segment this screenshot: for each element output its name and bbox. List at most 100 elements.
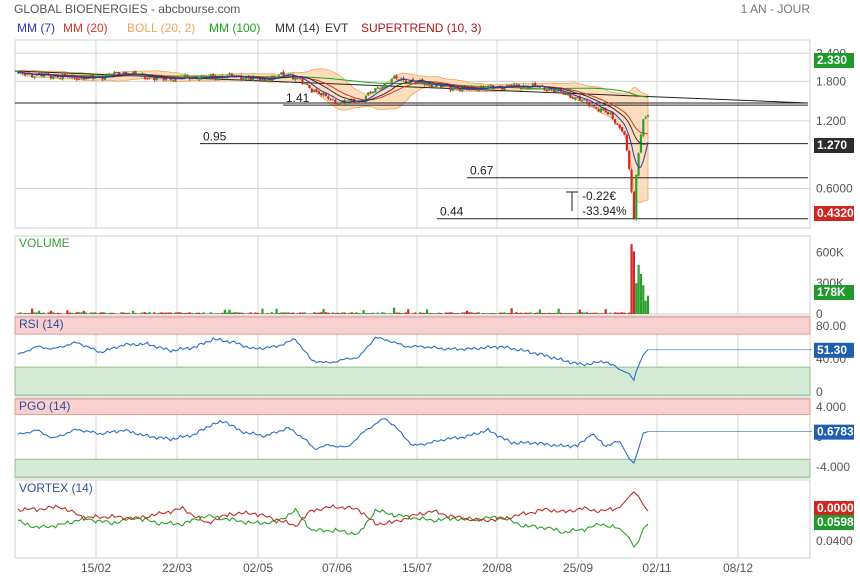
volume-bar bbox=[28, 312, 31, 314]
volume-bar bbox=[235, 312, 238, 314]
volume-bar bbox=[68, 312, 71, 314]
volume-bar bbox=[428, 312, 431, 314]
volume-bar bbox=[468, 312, 471, 314]
candle-body bbox=[242, 78, 245, 81]
volume-bar bbox=[202, 312, 205, 314]
volume-bar bbox=[301, 312, 304, 314]
candle-body bbox=[416, 81, 419, 83]
volume-bar bbox=[585, 312, 588, 314]
candle-body bbox=[545, 89, 549, 92]
candle-body bbox=[263, 78, 266, 81]
volume-bar bbox=[432, 313, 436, 314]
volume-bar bbox=[214, 313, 217, 314]
candle-body bbox=[548, 89, 551, 91]
candle-body bbox=[390, 78, 393, 85]
volume-bar bbox=[174, 312, 177, 314]
vortex-badge-minus: 0.0000 bbox=[817, 501, 854, 515]
volume-bar bbox=[632, 251, 635, 314]
volume-bar bbox=[421, 312, 424, 314]
volume-bar bbox=[522, 313, 525, 314]
volume-bar bbox=[277, 312, 281, 314]
candle-body bbox=[595, 106, 598, 109]
volume-bar bbox=[157, 312, 161, 314]
candle-body bbox=[143, 74, 147, 79]
candle-body bbox=[28, 73, 31, 75]
candle-body bbox=[75, 77, 78, 80]
candle-body bbox=[331, 99, 335, 101]
volume-bar bbox=[146, 312, 149, 314]
volume-bar bbox=[559, 312, 563, 314]
price-badge-2: 0.4320 bbox=[817, 206, 854, 220]
volume-bar bbox=[388, 313, 391, 314]
rsi-badge: 51.30 bbox=[817, 343, 847, 357]
candle-body bbox=[451, 87, 454, 91]
volume-bar bbox=[357, 313, 360, 314]
volume-bar bbox=[609, 312, 612, 314]
candle-body bbox=[515, 84, 518, 86]
candle-body bbox=[56, 75, 60, 78]
volume-bar bbox=[508, 312, 511, 314]
volume-bar bbox=[527, 312, 530, 314]
volume-bar bbox=[404, 312, 407, 314]
volume-bar bbox=[108, 312, 111, 314]
vortex-title: VORTEX (14) bbox=[19, 481, 93, 495]
volume-bar bbox=[193, 313, 196, 314]
volume-bar bbox=[470, 312, 473, 314]
candle-body bbox=[329, 99, 332, 101]
candle-body bbox=[592, 105, 596, 107]
volume-bar bbox=[487, 313, 490, 314]
volume-bar bbox=[92, 312, 95, 314]
volume-bar bbox=[294, 313, 297, 314]
volume-bar bbox=[625, 313, 628, 314]
volume-bar bbox=[639, 273, 643, 314]
candle-body bbox=[590, 105, 593, 107]
volume-bar bbox=[216, 313, 219, 314]
volume-bar bbox=[369, 313, 372, 314]
candle-body bbox=[635, 174, 638, 220]
volume-bar bbox=[186, 312, 189, 314]
volume-bar bbox=[167, 312, 170, 314]
volume-bar bbox=[221, 312, 224, 314]
candle-body bbox=[367, 92, 370, 96]
candle-body bbox=[475, 88, 478, 91]
volume-bar bbox=[256, 312, 259, 314]
volume-bar bbox=[362, 310, 365, 314]
volume-bar bbox=[515, 312, 518, 314]
candle-body bbox=[621, 126, 624, 132]
candle-body bbox=[397, 79, 400, 81]
volume-bar bbox=[510, 308, 513, 314]
volume-bar bbox=[247, 313, 250, 314]
volume-bar bbox=[327, 312, 330, 314]
candle-body bbox=[327, 96, 330, 99]
volume-bar bbox=[552, 313, 556, 314]
volume-bar bbox=[129, 313, 132, 314]
candle-body bbox=[174, 77, 177, 82]
legend-item-0: MM (7) bbox=[17, 21, 55, 35]
volume-bar bbox=[183, 313, 187, 314]
volume-bar bbox=[164, 312, 168, 314]
volume-bar bbox=[425, 309, 429, 314]
candle-body bbox=[266, 80, 269, 82]
legend-item-2: BOLL (20, 2) bbox=[127, 21, 195, 35]
volume-bar bbox=[411, 313, 415, 314]
candle-body bbox=[616, 123, 619, 125]
volume-bar bbox=[73, 313, 76, 314]
volume-bar bbox=[237, 312, 241, 314]
candle-body bbox=[54, 76, 57, 78]
candle-body bbox=[31, 74, 34, 77]
candle-body bbox=[374, 88, 377, 93]
volume-bar bbox=[597, 313, 600, 314]
volume-bar bbox=[635, 283, 638, 314]
pgo-y-tick-0: 4.000 bbox=[816, 400, 846, 414]
volume-bar bbox=[447, 312, 450, 314]
volume-bar bbox=[259, 313, 262, 314]
volume-bar bbox=[423, 312, 426, 314]
volume-bar bbox=[451, 312, 454, 314]
volume-bar bbox=[343, 312, 346, 314]
volume-bar bbox=[284, 312, 288, 314]
volume-bar bbox=[209, 312, 212, 314]
volume-bar bbox=[348, 312, 351, 314]
candle-body bbox=[322, 92, 325, 96]
volume-bar bbox=[531, 313, 534, 314]
panel-frame-price bbox=[14, 39, 811, 229]
